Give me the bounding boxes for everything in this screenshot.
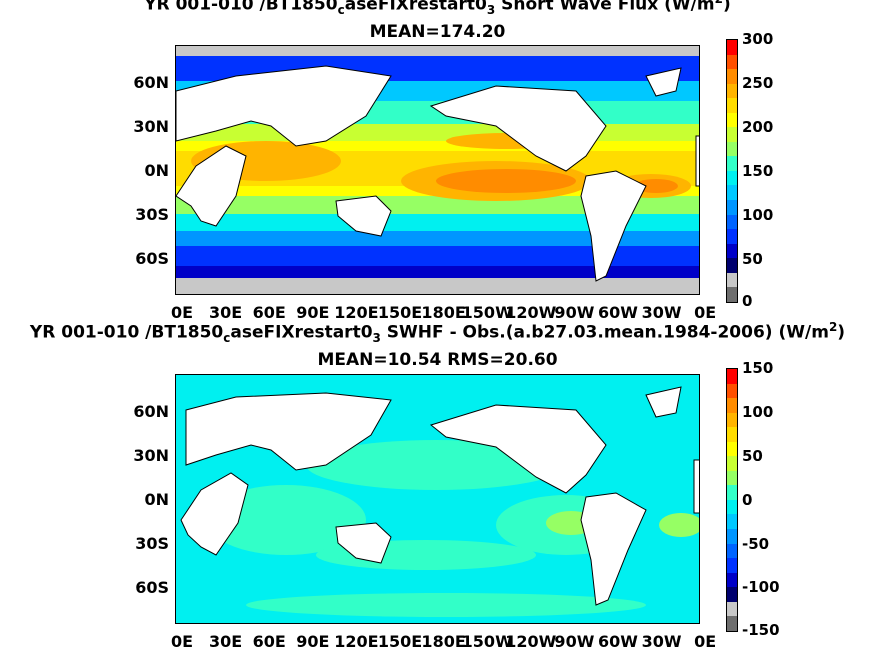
panel1-xlabel: 0E (170, 303, 194, 322)
colorbar-segment (727, 69, 737, 84)
panel2-subtitle: MEAN=10.54 RMS=20.60 (317, 350, 558, 370)
panel2-xlabel: 90W (554, 632, 595, 651)
panel1-xlabel: 30E (208, 303, 243, 322)
panel2-ylabel: 30N (133, 446, 169, 465)
panel2-colorbar-label: -100 (742, 578, 780, 596)
panel2-xlabel: 60E (252, 632, 286, 651)
colorbar-segment (727, 40, 737, 55)
panel2-ylabel: 0N (144, 490, 169, 509)
panel1-colorbar-label: 300 (742, 30, 774, 48)
panel2-colorbar-label: -50 (742, 535, 770, 553)
colorbar-segment (727, 427, 737, 442)
panel2-xlabel: 120W (505, 632, 557, 651)
panel1-ylabel: 30N (133, 117, 169, 136)
panel2-colorbar (726, 368, 738, 632)
panel1-colorbar-label: 200 (742, 118, 774, 136)
panel2-xlabel: 0E (170, 632, 194, 651)
panel1-title: YR 001-010 /BT1850caseFIXrestart03 Short… (144, 0, 731, 18)
panel2-xlabel: 30E (208, 632, 243, 651)
panel1-colorbar-label: 250 (742, 74, 774, 92)
colorbar-segment (727, 601, 737, 617)
colorbar-segment (727, 616, 737, 631)
colorbar-segment (727, 369, 737, 384)
colorbar-segment (727, 229, 737, 244)
panel2-xlabel: 0E (694, 632, 717, 651)
colorbar-segment (727, 54, 737, 70)
colorbar-segment (727, 272, 737, 288)
panel2-xlabel: 150W (461, 632, 513, 651)
panel2-xlabel: 120E (334, 632, 379, 651)
panel2-xlabel: 150E (377, 632, 423, 651)
colorbar-segment (727, 470, 737, 486)
panel1-map (175, 45, 700, 295)
panel1-ylabel: 60N (133, 73, 169, 92)
colorbar-segment (727, 200, 737, 215)
colorbar-segment (727, 514, 737, 530)
colorbar-segment (727, 83, 737, 99)
colorbar-segment (727, 185, 737, 201)
panel1-ylabel: 0N (144, 161, 169, 180)
panel1-subtitle: MEAN=174.20 (369, 22, 506, 42)
panel1-colorbar-label: 50 (742, 250, 763, 268)
colorbar-segment (727, 587, 737, 602)
panel1-xlabel: 120E (334, 303, 379, 322)
colorbar-segment (727, 170, 737, 186)
colorbar-segment (727, 456, 737, 471)
colorbar-segment (727, 214, 737, 230)
panel1-xlabel: 90W (554, 303, 595, 322)
panel1-ylabel: 60S (135, 249, 169, 268)
panel1-xlabel: 150E (377, 303, 423, 322)
colorbar-segment (727, 543, 737, 559)
colorbar-segment (727, 156, 737, 171)
colorbar-segment (727, 141, 737, 157)
panel1-xlabel: 30W (641, 303, 682, 322)
colorbar-segment (727, 441, 737, 457)
panel1-xlabel: 180E (421, 303, 466, 322)
colorbar-segment (727, 112, 737, 128)
panel2-ylabel: 60N (133, 402, 169, 421)
panel2-xlabel: 180E (421, 632, 466, 651)
panel2-colorbar-label: 50 (742, 447, 763, 465)
colorbar-segment (727, 485, 737, 500)
panel2-colorbar-label: -150 (742, 621, 780, 639)
panel2-xlabel: 90E (296, 632, 330, 651)
panel1-xlabel: 0E (694, 303, 717, 322)
colorbar-segment (727, 258, 737, 273)
colorbar-segment (727, 572, 737, 588)
panel2-ylabel: 30S (135, 534, 169, 553)
panel1-ylabel: 30S (135, 205, 169, 224)
panel1-xlabel: 120W (505, 303, 557, 322)
panel1-colorbar-label: 0 (742, 292, 753, 310)
colorbar-segment (727, 558, 737, 573)
colorbar-segment (727, 287, 737, 302)
panel2-colorbar-label: 0 (742, 491, 753, 509)
panel1-xlabel: 150W (461, 303, 513, 322)
panel2-colorbar-label: 100 (742, 403, 774, 421)
colorbar-segment (727, 127, 737, 142)
colorbar-segment (727, 412, 737, 428)
colorbar-segment (727, 529, 737, 544)
colorbar-segment (727, 243, 737, 259)
panel2-map (175, 374, 700, 624)
panel1-xlabel: 90E (296, 303, 330, 322)
panel2-xlabel: 60W (598, 632, 638, 651)
panel2-xlabel: 30W (641, 632, 682, 651)
panel2-title: YR 001-010 /BT1850caseFIXrestart03 SWHF … (29, 320, 846, 346)
panel1-colorbar (726, 39, 738, 303)
panel2-colorbar-label: 150 (742, 359, 774, 377)
panel1-xlabel: 60E (252, 303, 286, 322)
panel1-colorbar-label: 150 (742, 162, 774, 180)
colorbar-segment (727, 499, 737, 515)
panel1-xlabel: 60W (598, 303, 638, 322)
colorbar-segment (727, 383, 737, 399)
colorbar-segment (727, 98, 737, 113)
colorbar-segment (727, 398, 737, 413)
panel1-colorbar-label: 100 (742, 206, 774, 224)
panel2-ylabel: 60S (135, 578, 169, 597)
